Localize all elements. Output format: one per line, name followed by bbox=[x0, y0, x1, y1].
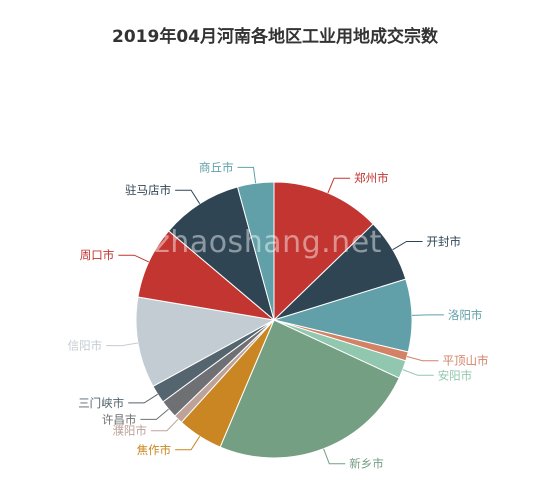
label-leader bbox=[150, 418, 179, 432]
label-leader bbox=[140, 408, 169, 420]
slice-label: 洛阳市 bbox=[448, 308, 483, 322]
label-leader bbox=[118, 254, 150, 263]
slice-label: 信阳市 bbox=[68, 339, 103, 353]
slice-label: 许昌市 bbox=[102, 412, 137, 426]
slice-label: 开封市 bbox=[427, 235, 462, 249]
label-leader bbox=[323, 448, 346, 465]
slice-label: 濮阳市 bbox=[112, 424, 147, 438]
label-leader bbox=[392, 241, 423, 251]
slice-label: 新乡市 bbox=[349, 457, 384, 471]
slice-label: 平顶山市 bbox=[443, 354, 489, 368]
watermark: zhaoshang.net bbox=[154, 225, 382, 260]
label-leader bbox=[406, 356, 439, 362]
slice-label: 焦作市 bbox=[137, 443, 172, 457]
slice-label: 驻马店市 bbox=[125, 183, 171, 197]
label-leader bbox=[175, 189, 201, 204]
pie-slice bbox=[219, 319, 400, 459]
slice-label: 三门峡市 bbox=[78, 396, 124, 410]
pie-slice bbox=[135, 296, 276, 387]
label-leader bbox=[106, 342, 138, 347]
pie-slices bbox=[135, 181, 413, 459]
pie-slice bbox=[167, 186, 275, 322]
slice-label: 商丘市 bbox=[199, 160, 234, 174]
slice-label: 郑州市 bbox=[354, 171, 389, 185]
slice-label: 周口市 bbox=[80, 248, 115, 262]
label-leader bbox=[175, 436, 201, 451]
label-leader bbox=[237, 166, 257, 184]
label-leader bbox=[128, 393, 158, 404]
label-leader bbox=[327, 177, 351, 194]
pie-slice bbox=[236, 181, 275, 321]
label-leader bbox=[411, 314, 444, 316]
label-leaders bbox=[106, 166, 444, 465]
slice-label: 安阳市 bbox=[438, 368, 473, 382]
chart-title: 2019年04月河南各地区工业用地成交宗数 bbox=[112, 26, 439, 47]
label-leader bbox=[402, 369, 434, 376]
